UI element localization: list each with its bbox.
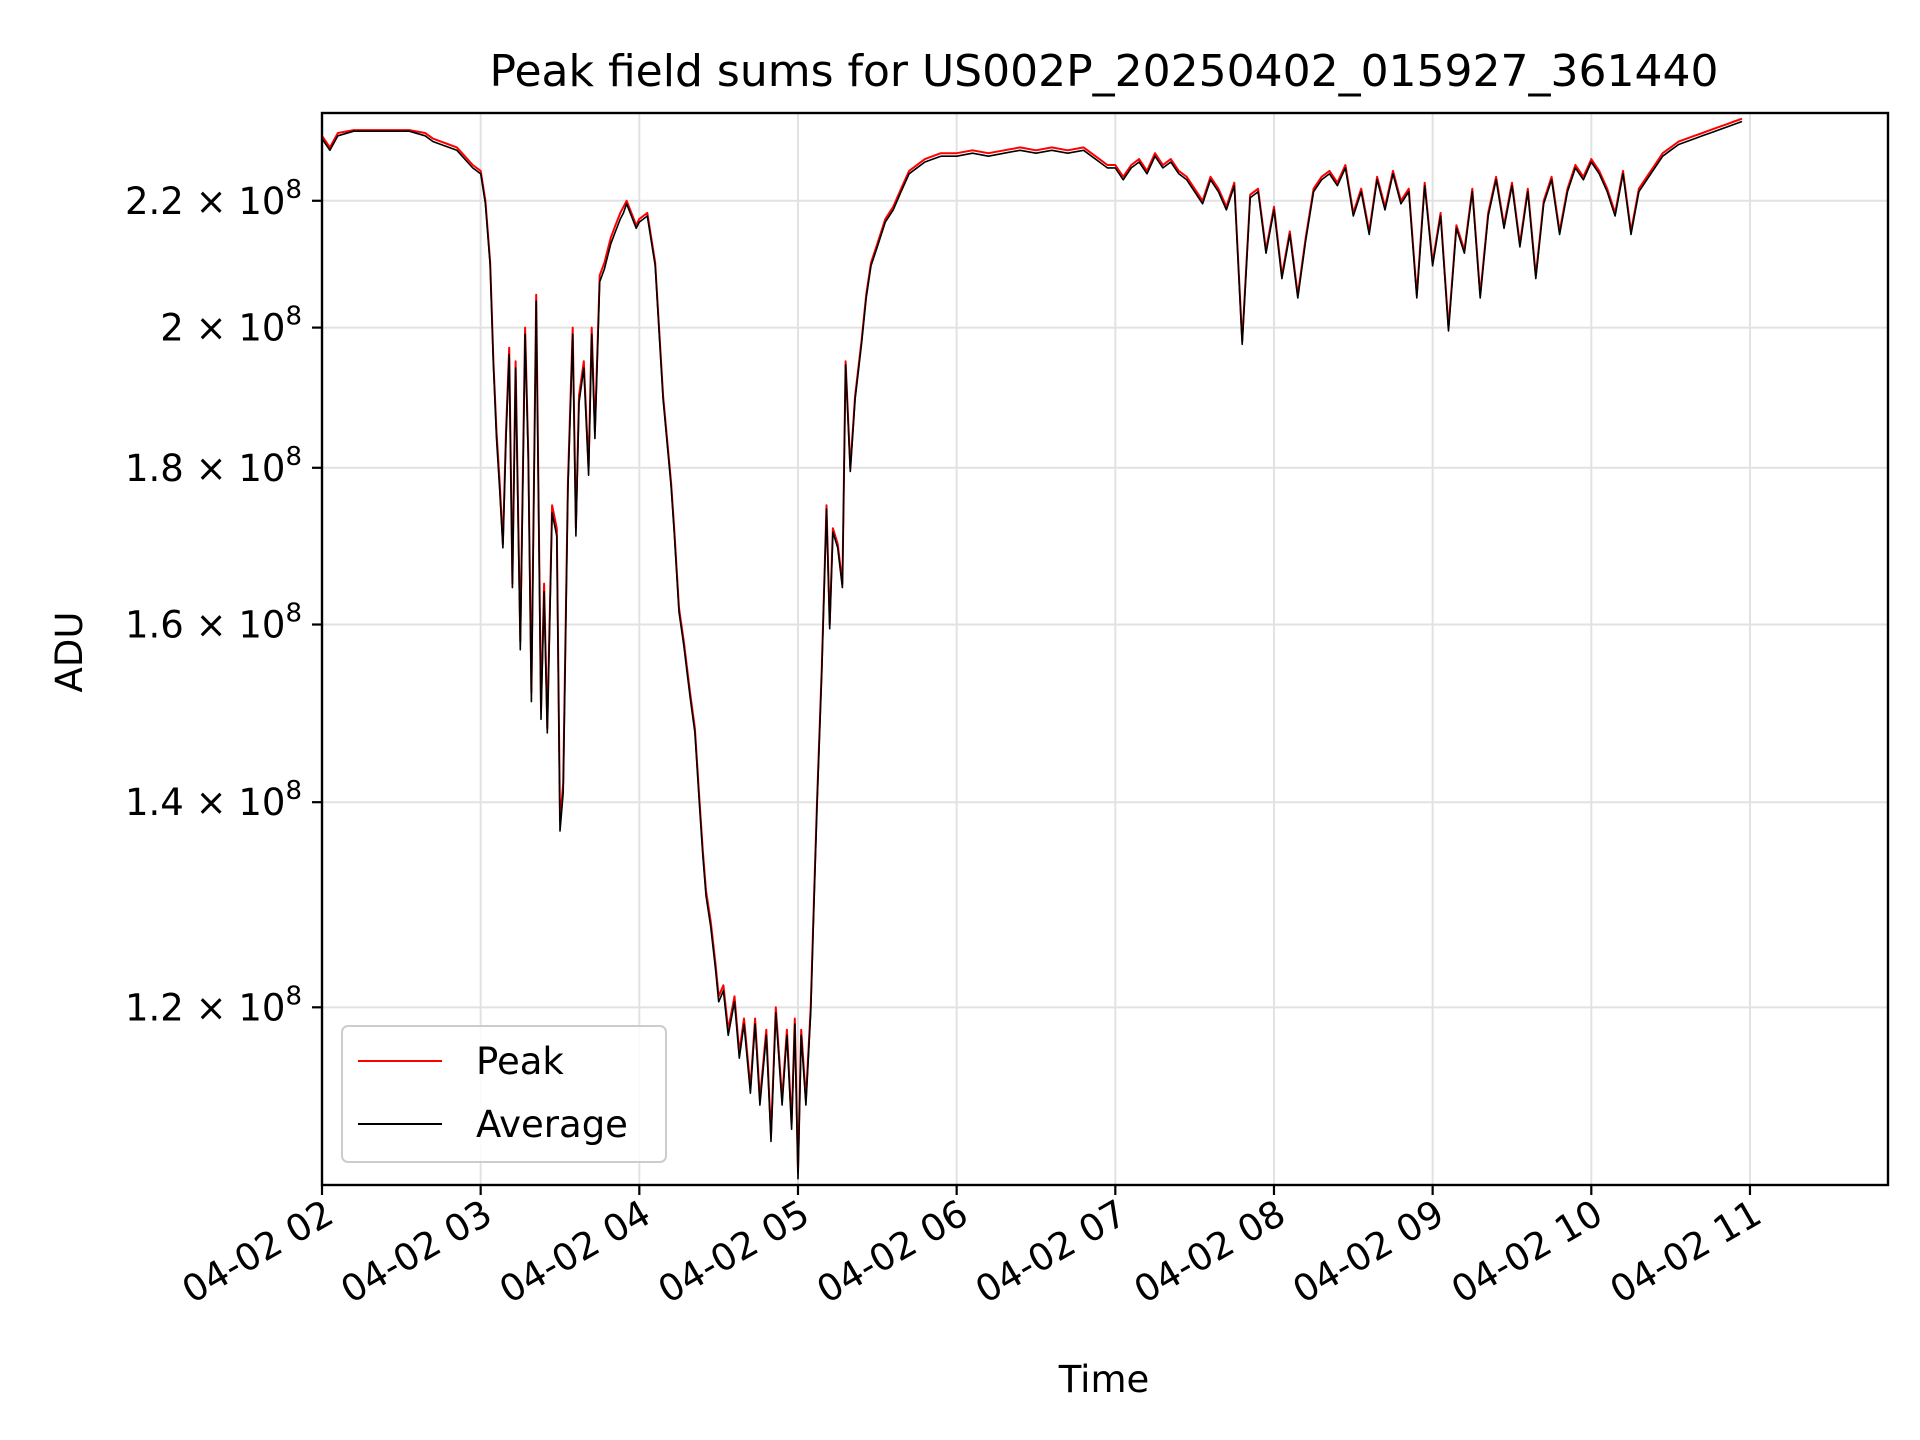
legend-label-peak: Peak <box>476 1040 564 1083</box>
chart-title: Peak field sums for US002P_20250402_0159… <box>490 46 1719 97</box>
series-line-average <box>322 120 1743 1180</box>
legend: Peak Average <box>341 1025 667 1163</box>
grid <box>321 113 1888 1185</box>
y-tick-label: 2 × 108 <box>160 302 302 350</box>
y-tick-label: 1.4 × 108 <box>125 776 302 824</box>
y-axis-label: ADU <box>48 612 91 693</box>
y-tick-label: 1.8 × 108 <box>125 442 302 490</box>
x-axis-label: Time <box>1058 1358 1150 1401</box>
series-layer <box>322 117 1743 1180</box>
y-tick-label: 2.2 × 108 <box>125 175 302 223</box>
plot-frame <box>320 111 1890 1187</box>
y-axis: 1.2 × 108 1.4 × 108 1.6 × 108 1.8 × 108 2 × … <box>125 175 322 1029</box>
legend-label-average: Average <box>476 1103 628 1146</box>
y-tick-label: 1.2 × 108 <box>125 981 302 1029</box>
y-tick-label: 1.6 × 108 <box>125 599 302 647</box>
